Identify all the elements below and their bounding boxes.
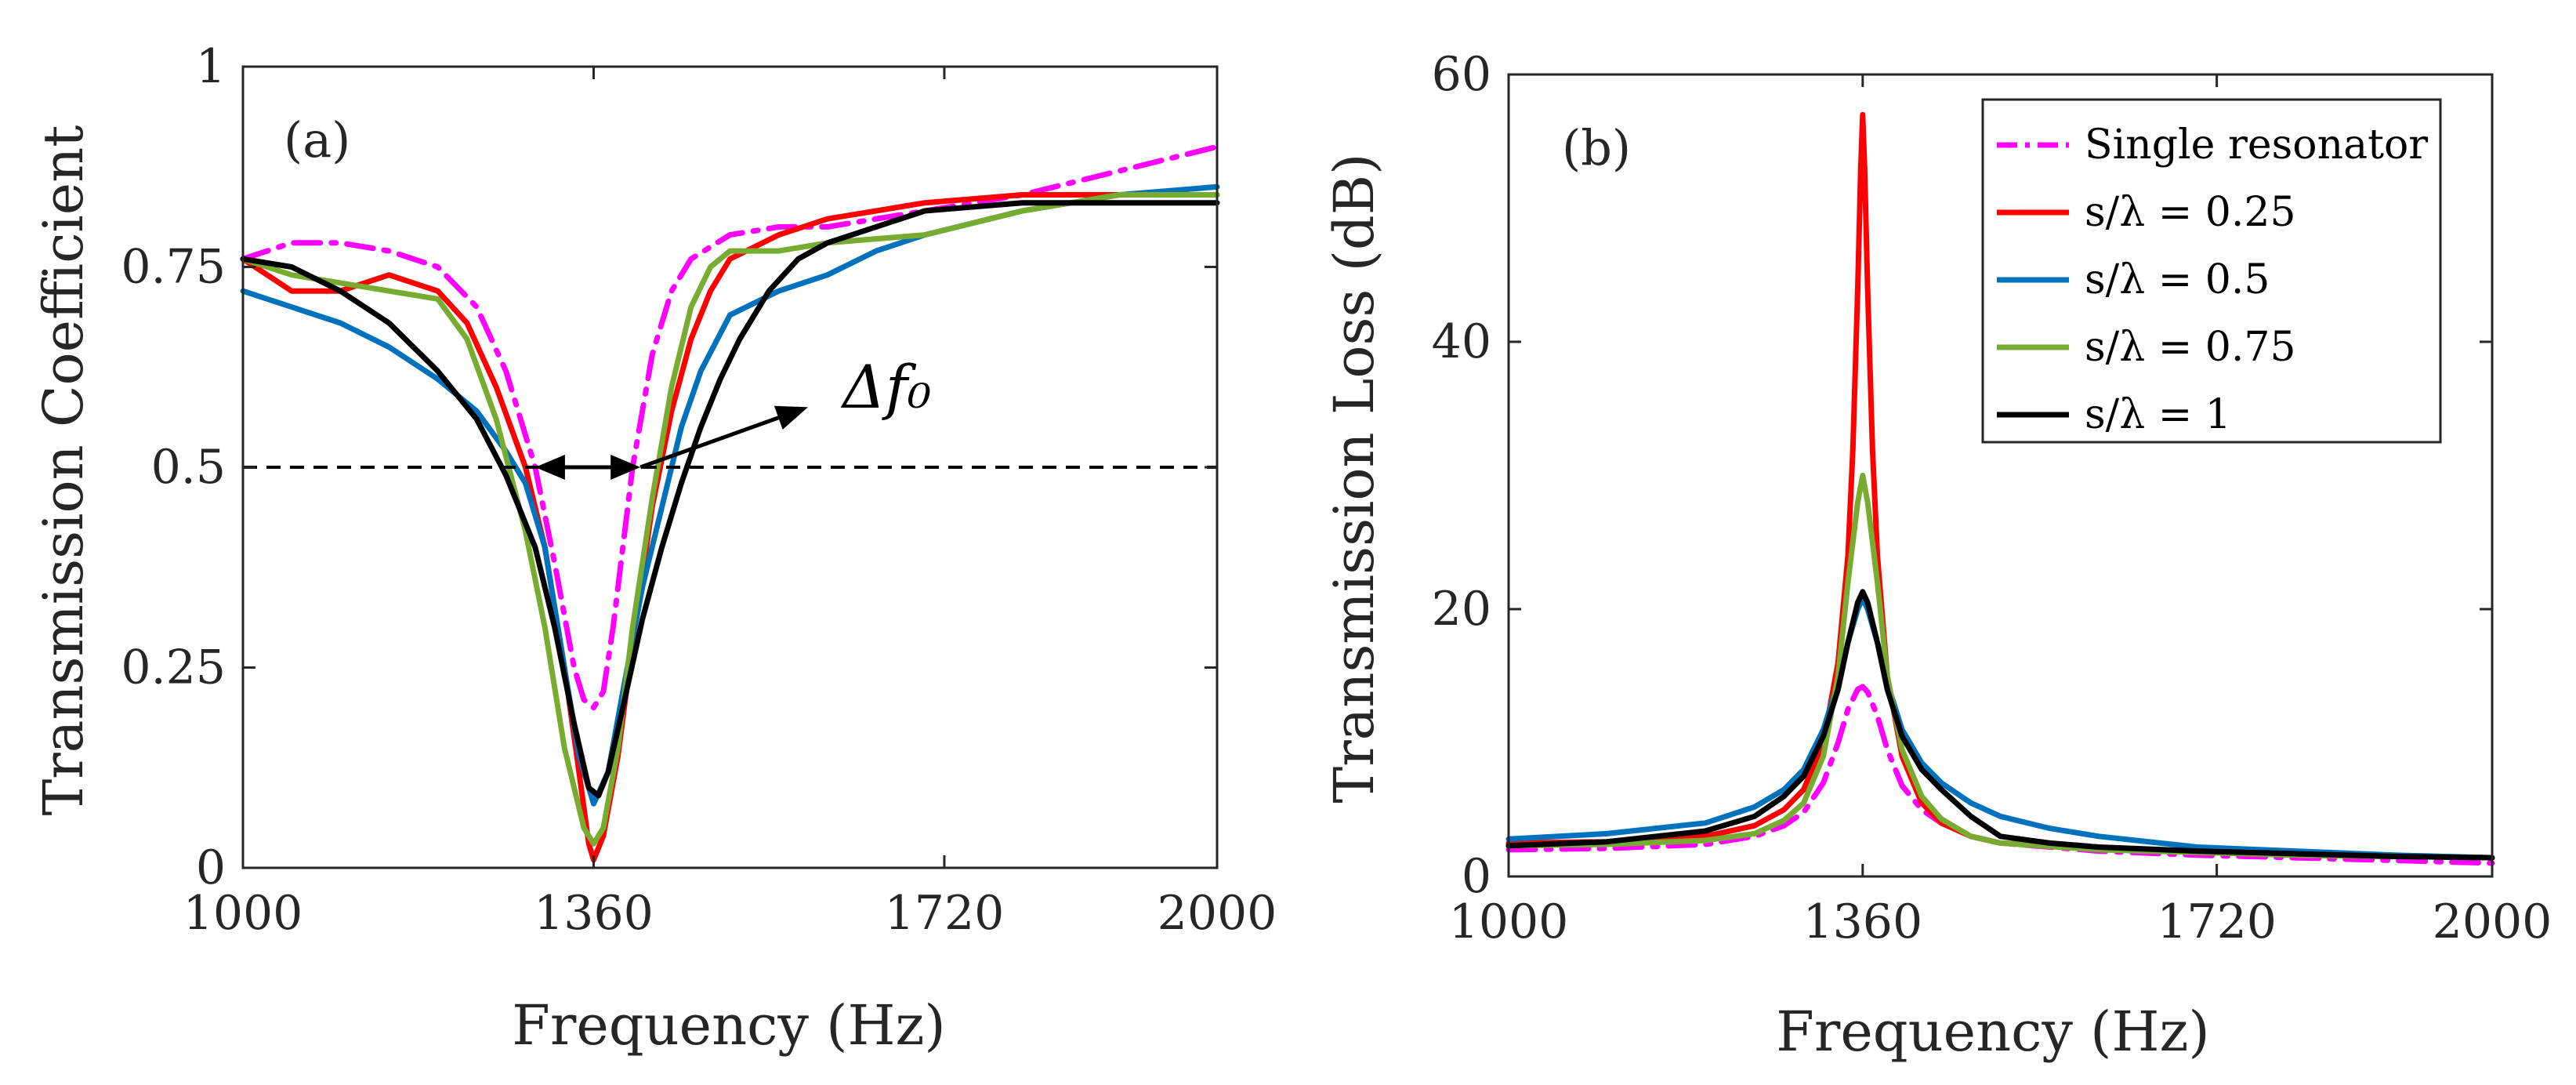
delta-f0-arrowhead-left <box>534 455 565 480</box>
y-tick-label: 40 <box>1432 314 1491 369</box>
panel-a-series-s-0-75 <box>240 192 1220 847</box>
y-tick-label: 0 <box>196 840 226 895</box>
panel-a-series-s-0-25 <box>240 192 1220 863</box>
x-tick-label: 1000 <box>183 886 303 941</box>
panel-b-series-s-0-75 <box>1505 473 2495 861</box>
panel-a-ticks: 1000 1360 1720 2000 0 0.25 0.5 0.75 1 <box>121 39 1277 941</box>
x-tick-label: 1360 <box>1802 894 1922 949</box>
legend-label-s-0-75: s/λ = 0.75 <box>2085 324 2296 371</box>
y-tick-label: 0.5 <box>151 440 226 495</box>
panel-a-label: (a) <box>284 111 350 169</box>
panel-b-series-s-0-5 <box>1505 595 2495 861</box>
delta-f0-arrowhead-right <box>610 455 641 480</box>
delta-f0-annotation: Δf₀ <box>534 352 931 480</box>
x-tick-label: 1360 <box>534 886 654 941</box>
panel-b-y-axis-label: Transmission Loss (dB) <box>1322 154 1386 804</box>
panel-b-x-axis-label: Frequency (Hz) <box>1776 1000 2209 1064</box>
panel-a-chart: Δf₀ 1000 1360 1720 2000 0 0.25 0.5 0.75 1 (a) Fr… <box>31 39 1277 1058</box>
panel-b-series-s-1 <box>1505 589 2495 861</box>
y-tick-label: 0.75 <box>121 240 226 295</box>
panel-a-series-s-0-5 <box>240 183 1220 807</box>
panel-a-series-group <box>240 143 1220 863</box>
legend-items: Single resonator s/λ = 0.25 s/λ = 0.5 s/λ =… <box>1997 122 2428 438</box>
panel-a-x-axis-label: Frequency (Hz) <box>512 993 945 1058</box>
panel-b-series-group <box>1505 111 2495 866</box>
legend-label-s-1: s/λ = 1 <box>2085 391 2231 438</box>
y-tick-label: 20 <box>1432 582 1491 637</box>
x-tick-label: 1720 <box>885 886 1005 941</box>
delta-f0-pointer-arrowhead <box>774 405 808 430</box>
legend: Single resonator s/λ = 0.25 s/λ = 0.5 s/λ =… <box>1981 98 2442 444</box>
panel-b-label: (b) <box>1562 119 1631 176</box>
y-tick-label: 0.25 <box>121 640 226 695</box>
legend-label-s-0-5: s/λ = 0.5 <box>2085 256 2270 303</box>
panel-a-y-axis-label: Transmission Coefficient <box>31 125 96 816</box>
legend-box <box>1981 98 2442 444</box>
legend-label-single-resonator: Single resonator <box>2085 122 2428 169</box>
x-tick-label: 1720 <box>2157 894 2277 949</box>
panel-b-axes-frame <box>1507 73 2494 878</box>
x-tick-label: 2000 <box>1158 886 1277 941</box>
y-tick-label: 60 <box>1432 47 1491 102</box>
legend-label-s-0-25: s/λ = 0.25 <box>2085 189 2296 236</box>
panel-a-series-single-resonator <box>240 143 1220 711</box>
panel-b-chart: 1000 1360 1720 2000 0 20 40 60 (b) Frequency (H… <box>1322 47 2552 1064</box>
delta-f0-pointer-arrow <box>639 415 780 470</box>
panel-b-ticks: 1000 1360 1720 2000 0 20 40 60 <box>1432 47 2552 949</box>
x-tick-label: 2000 <box>2433 894 2552 949</box>
x-tick-label: 1000 <box>1449 894 1569 949</box>
panel-a-series-s-1 <box>240 200 1220 799</box>
y-tick-label: 0 <box>1462 849 1491 904</box>
delta-f0-label: Δf₀ <box>840 352 931 422</box>
y-tick-label: 1 <box>196 39 226 94</box>
